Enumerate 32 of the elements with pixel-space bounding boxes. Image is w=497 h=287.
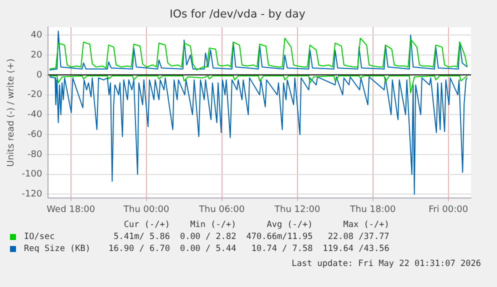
x-tick-label: Fri 00:00 <box>428 204 468 215</box>
text: 22.08 /37.77 <box>326 231 390 243</box>
x-tick-label: Thu 18:00 <box>349 204 396 215</box>
text: 470.66m/11.95 <box>245 231 313 243</box>
text: Last update: Fri May 22 01:31:07 2026 <box>292 259 481 269</box>
text: 0.00 / 2.82 <box>178 231 236 243</box>
legend-label: Req Size (KB) <box>24 244 91 254</box>
text: 16.90 / 6.70 <box>108 243 170 255</box>
text: 5.41m/ 5.86 <box>112 231 170 243</box>
y-tick-label: -40 <box>28 110 42 120</box>
y-tick-label: 40 <box>30 30 42 40</box>
text: Avg (-/+) <box>266 219 313 231</box>
chart-title: IOs for /dev/vda - by day <box>170 7 306 20</box>
y-tick-label: -120 <box>22 190 42 200</box>
text: Min (-/+) <box>189 219 236 231</box>
x-tick-label: Thu 12:00 <box>274 204 320 215</box>
y-axis-title: Units read (-) / write (+) <box>6 58 17 167</box>
x-tick-label: Thu 06:00 <box>198 204 245 215</box>
y-tick-label: -100 <box>22 170 42 180</box>
text: 0.00 / 5.44 <box>178 243 236 255</box>
y-tick-label: 20 <box>30 50 42 60</box>
text: 119.64 /43.56 <box>322 243 390 255</box>
legend-label: IO/sec <box>24 232 55 242</box>
y-tick-label: 0 <box>36 70 42 80</box>
x-tick-label: Thu 00:00 <box>122 204 170 215</box>
x-tick-label: Wed 18:00 <box>46 204 96 215</box>
y-tick-label: -20 <box>28 90 42 100</box>
text: Cur (-/+) <box>122 219 170 231</box>
y-tick-label: -80 <box>28 150 42 160</box>
text: 10.74 / 7.58 <box>250 243 313 255</box>
y-tick-label: -60 <box>28 130 42 140</box>
text: Max (-/+) <box>342 219 390 231</box>
